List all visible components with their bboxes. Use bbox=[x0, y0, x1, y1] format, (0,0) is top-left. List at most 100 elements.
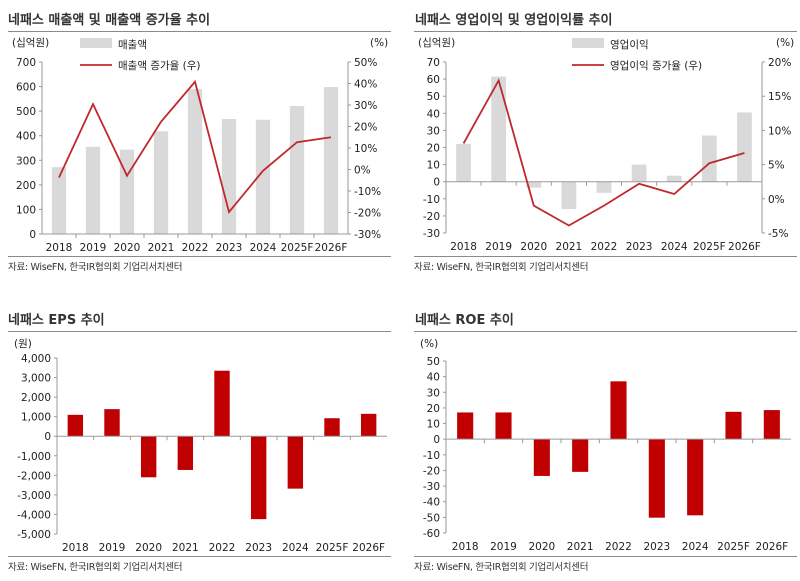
right-tick-label: -30% bbox=[354, 229, 381, 241]
chart-4-left-unit: (%) bbox=[420, 338, 438, 350]
left-tick-label: 2,000 bbox=[21, 392, 51, 404]
chart-1-title-rule bbox=[8, 31, 391, 32]
chart-2-left-unit: (십억원) bbox=[418, 37, 455, 49]
category-label: 2025F bbox=[316, 542, 349, 554]
category-label: 2026F bbox=[755, 541, 788, 553]
category-label: 2018 bbox=[62, 542, 89, 554]
right-tick-label: 30% bbox=[354, 100, 377, 112]
left-tick-label: 400 bbox=[16, 131, 36, 143]
category-label: 2020 bbox=[520, 241, 547, 253]
chart-1-left-unit: (십억원) bbox=[12, 37, 49, 49]
left-tick-label: -50 bbox=[423, 512, 440, 524]
left-tick-label: 700 bbox=[16, 57, 36, 69]
category-label: 2021 bbox=[556, 241, 583, 253]
left-tick-label: 10 bbox=[427, 419, 440, 431]
left-tick-label: 1,000 bbox=[21, 412, 51, 424]
right-tick-label: 10% bbox=[768, 125, 791, 137]
left-tick-label: -30 bbox=[423, 481, 440, 493]
left-tick-label: -10 bbox=[423, 194, 440, 206]
category-label: 2022 bbox=[591, 241, 618, 253]
left-tick-label: 50 bbox=[427, 356, 440, 368]
category-label: 2024 bbox=[682, 541, 709, 553]
bar-2024 bbox=[287, 436, 304, 489]
left-tick-label: 50 bbox=[427, 91, 440, 103]
left-tick-label: 200 bbox=[16, 180, 36, 192]
right-tick-label: 10% bbox=[354, 143, 377, 155]
left-tick-label: 300 bbox=[16, 155, 36, 167]
chart-2-source: 자료: WiseFN, 한국IR협의회 기업리서치센터 bbox=[414, 262, 589, 273]
bar-2025F bbox=[289, 105, 305, 235]
legend-bar-swatch bbox=[572, 38, 604, 48]
right-tick-label: 0% bbox=[354, 165, 371, 177]
chart-4-title: 네패스 ROE 추이 bbox=[415, 313, 514, 328]
left-tick-label: -2,000 bbox=[17, 470, 51, 482]
chart-3-left-unit: (원) bbox=[14, 338, 32, 350]
chart-2-source-rule bbox=[414, 256, 797, 257]
chart-1-source-rule bbox=[8, 256, 391, 257]
bar-2020 bbox=[533, 439, 550, 476]
legend-label: 매출액 증가율 (우) bbox=[118, 60, 201, 72]
category-label: 2022 bbox=[605, 541, 632, 553]
category-label: 2023 bbox=[245, 542, 272, 554]
bar-2020 bbox=[119, 149, 135, 234]
right-tick-label: 50% bbox=[354, 57, 377, 69]
chart-2-right-unit: (%) bbox=[776, 37, 794, 49]
bar-2018 bbox=[67, 414, 84, 437]
left-tick-label: -20 bbox=[423, 465, 440, 477]
category-label: 2018 bbox=[450, 241, 477, 253]
left-tick-label: 40 bbox=[427, 108, 440, 120]
bar-2023 bbox=[648, 439, 665, 518]
right-tick-label: 5% bbox=[768, 160, 785, 172]
bar-2019 bbox=[495, 412, 512, 440]
left-tick-label: 3,000 bbox=[21, 373, 51, 385]
legend-label: 영업이익 bbox=[610, 38, 649, 51]
left-tick-label: 30 bbox=[427, 125, 440, 137]
bar-2021 bbox=[561, 181, 577, 210]
bar-2026F bbox=[360, 413, 377, 437]
bar-2026F bbox=[763, 410, 780, 440]
chart-2-title: 네패스 영업이익 및 영업이익률 추이 bbox=[415, 13, 613, 28]
left-tick-label: 20 bbox=[427, 403, 440, 415]
category-label: 2024 bbox=[661, 241, 688, 253]
bar-2022 bbox=[596, 181, 612, 193]
bar-2022 bbox=[187, 89, 203, 235]
bar-2023 bbox=[221, 119, 237, 234]
left-tick-label: -40 bbox=[423, 497, 440, 509]
category-label: 2025F bbox=[693, 241, 726, 253]
bar-2019 bbox=[104, 409, 120, 437]
left-tick-label: 40 bbox=[427, 372, 440, 384]
left-tick-label: -30 bbox=[423, 228, 440, 240]
bar-2023 bbox=[631, 164, 647, 182]
category-label: 2025F bbox=[281, 242, 314, 254]
left-tick-label: -5,000 bbox=[17, 529, 51, 541]
left-tick-label: -10 bbox=[423, 450, 440, 462]
chart-4-source-rule bbox=[414, 556, 797, 557]
category-label: 2026F bbox=[728, 241, 761, 253]
bar-2026F bbox=[323, 87, 339, 234]
category-label: 2025F bbox=[717, 541, 750, 553]
category-label: 2022 bbox=[182, 242, 209, 254]
category-label: 2026F bbox=[315, 242, 348, 254]
right-tick-label: -20% bbox=[354, 208, 381, 220]
category-label: 2020 bbox=[528, 541, 555, 553]
left-tick-label: -3,000 bbox=[17, 490, 51, 502]
left-tick-label: 0 bbox=[44, 431, 51, 443]
left-tick-label: -1,000 bbox=[17, 451, 51, 463]
bar-2024 bbox=[687, 439, 704, 516]
legend-label: 매출액 bbox=[118, 39, 147, 51]
left-tick-label: 30 bbox=[427, 387, 440, 399]
category-label: 2026F bbox=[352, 542, 385, 554]
category-label: 2020 bbox=[135, 542, 162, 554]
category-label: 2022 bbox=[209, 542, 236, 554]
chart-1-title: 네패스 매출액 및 매출액 증가율 추이 bbox=[8, 13, 211, 28]
bar-2024 bbox=[666, 175, 682, 182]
chart-3-source: 자료: WiseFN, 한국IR협의회 기업리서치센터 bbox=[8, 562, 183, 573]
left-tick-label: 0 bbox=[29, 229, 36, 241]
bar-2019 bbox=[85, 146, 101, 234]
left-tick-label: 0 bbox=[433, 434, 440, 446]
bar-2021 bbox=[153, 131, 169, 234]
chart-1-source: 자료: WiseFN, 한국IR협의회 기업리서치센터 bbox=[8, 262, 183, 273]
category-label: 2019 bbox=[485, 241, 512, 253]
category-label: 2019 bbox=[80, 242, 107, 254]
